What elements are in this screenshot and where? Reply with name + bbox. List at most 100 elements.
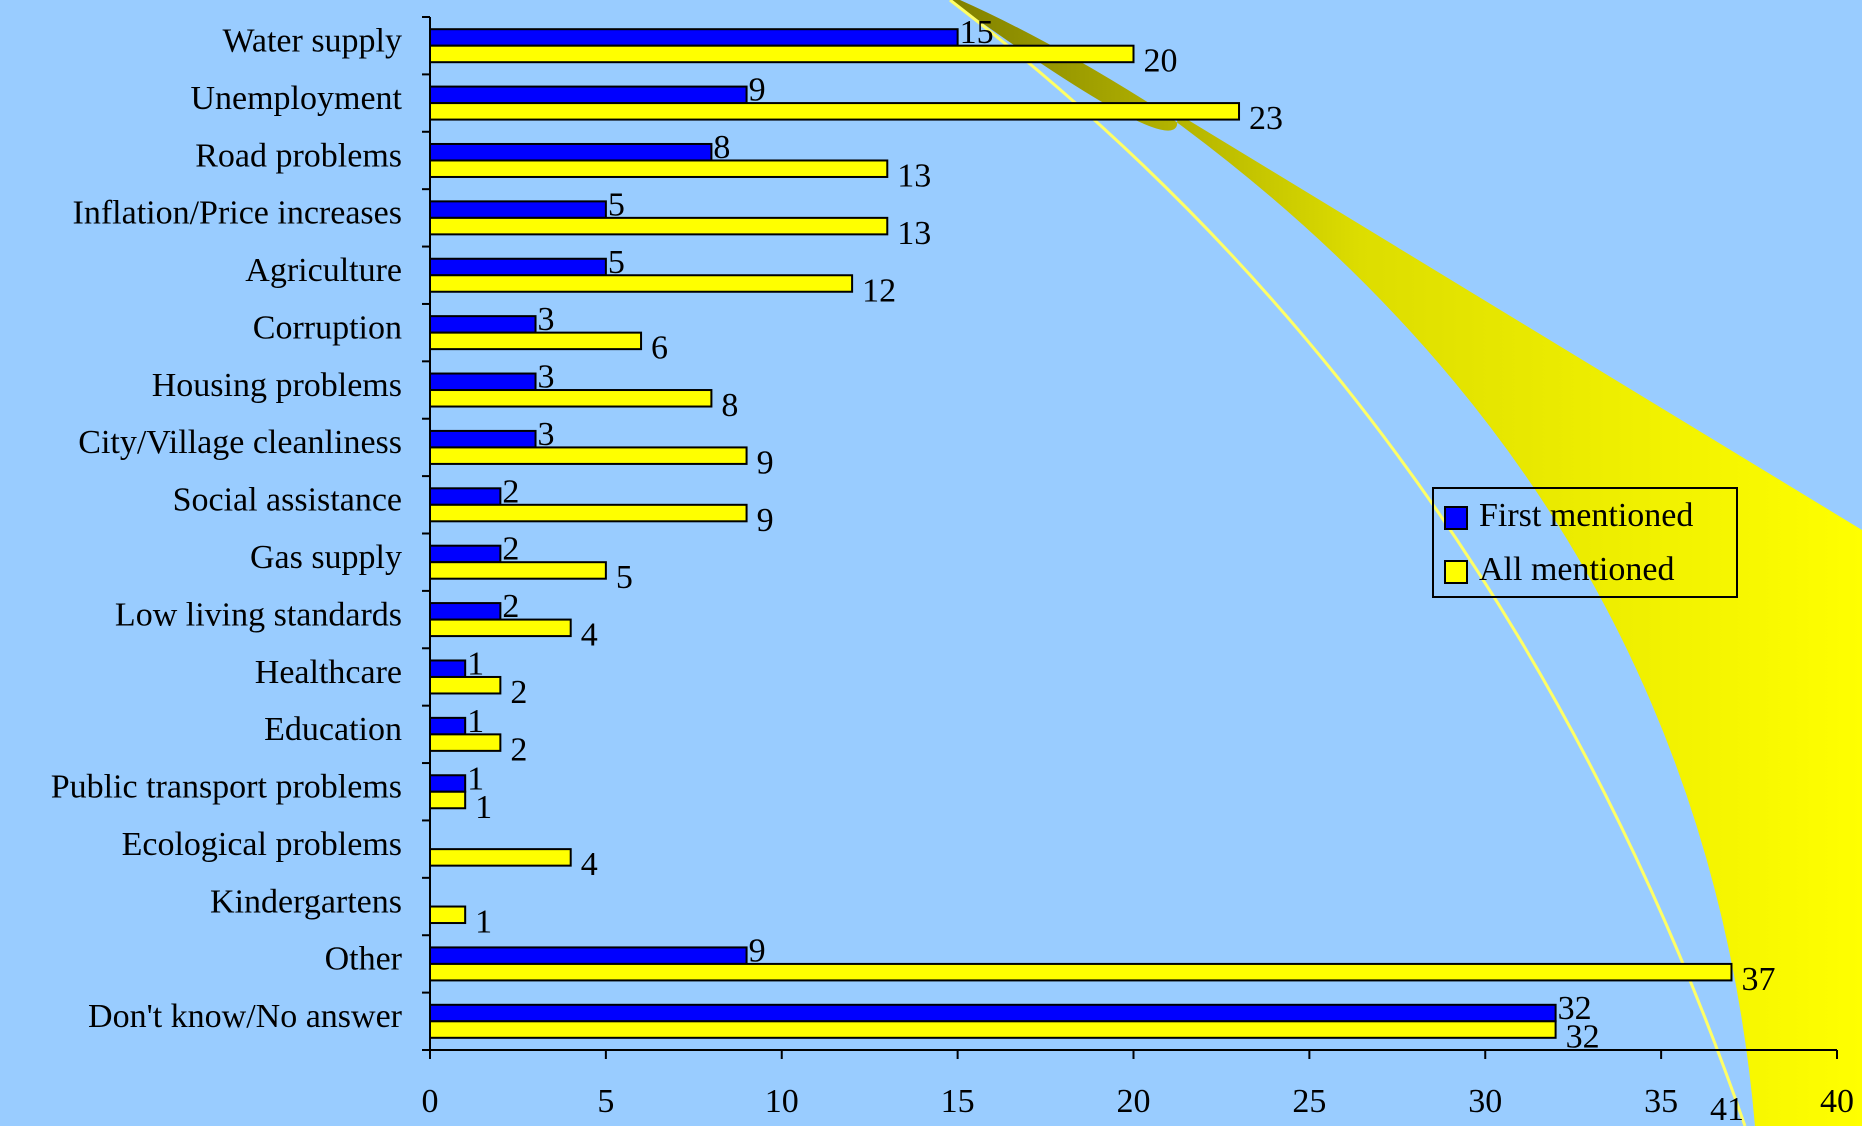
value-label: 32 — [1558, 990, 1592, 1027]
y-tick-label: City/Village cleanliness — [78, 424, 402, 461]
bar — [429, 159, 889, 178]
bar — [429, 544, 502, 564]
decorative-swoosh — [950, 0, 1862, 1126]
legend-swatch — [1444, 560, 1468, 584]
value-label: 1 — [467, 703, 484, 740]
decorative-curve — [949, 0, 1747, 1126]
value-label: 1 — [467, 646, 484, 683]
bar — [429, 216, 889, 236]
legend-box — [1432, 487, 1738, 598]
value-label: 5 — [608, 186, 625, 223]
y-tick-label: Social assistance — [173, 482, 402, 519]
bar — [429, 602, 502, 621]
annotation: 41 — [1710, 1091, 1744, 1126]
bar — [429, 675, 502, 695]
value-label: 9 — [749, 932, 766, 969]
bar — [429, 102, 1241, 121]
value-label: 4 — [581, 846, 598, 883]
bar — [429, 487, 502, 506]
bar — [429, 257, 607, 277]
value-label: 20 — [1144, 43, 1178, 80]
value-label: 13 — [897, 215, 931, 252]
value-label: 1 — [467, 760, 484, 797]
x-tick-label: 25 — [1292, 1083, 1326, 1120]
value-label: 5 — [616, 559, 633, 596]
x-tick-label: 20 — [1117, 1083, 1151, 1120]
value-label: 2 — [502, 531, 519, 568]
bar — [429, 1020, 1557, 1039]
x-tick-label: 0 — [422, 1083, 439, 1120]
value-label: 2 — [502, 588, 519, 625]
value-label: 12 — [862, 272, 896, 309]
legend-label: First mentioned — [1479, 497, 1693, 534]
y-tick-label: Road problems — [195, 137, 402, 174]
bar — [429, 315, 537, 334]
y-tick-label: Water supply — [223, 22, 403, 59]
y-tick-label: Agriculture — [245, 252, 402, 289]
bar — [429, 733, 502, 752]
bar — [429, 905, 467, 925]
y-tick-label: Kindergartens — [210, 883, 402, 920]
y-tick-label: Housing problems — [152, 367, 402, 404]
value-label: 2 — [502, 473, 519, 510]
x-tick-label: 40 — [1820, 1083, 1854, 1120]
bar — [429, 716, 467, 736]
y-tick-label: Ecological problems — [122, 826, 402, 863]
value-label: 2 — [510, 674, 527, 711]
value-label: 3 — [538, 359, 555, 396]
bar — [429, 44, 1135, 64]
bar — [429, 446, 748, 465]
legend-label: All mentioned — [1479, 551, 1674, 588]
value-label: 9 — [757, 444, 774, 481]
y-tick-label: Education — [264, 711, 402, 748]
value-label: 23 — [1249, 100, 1283, 137]
bar — [429, 142, 713, 162]
value-label: 3 — [538, 301, 555, 338]
y-tick-label: Healthcare — [255, 654, 402, 691]
bar — [429, 28, 959, 47]
bar — [429, 659, 467, 678]
y-tick-label: Other — [325, 941, 403, 978]
bar — [429, 962, 1733, 982]
y-tick-label: Don't know/No answer — [88, 998, 403, 1035]
x-tick-label: 5 — [597, 1083, 614, 1120]
bar — [429, 774, 467, 793]
bar — [429, 389, 713, 408]
x-tick-label: 35 — [1644, 1083, 1678, 1120]
bar — [429, 561, 607, 580]
legend-swatch — [1444, 506, 1468, 530]
bar — [429, 1003, 1557, 1023]
value-label: 3 — [538, 416, 555, 453]
value-label: 9 — [757, 502, 774, 539]
value-label: 13 — [897, 158, 931, 195]
bar — [429, 618, 572, 638]
x-tick-label: 15 — [941, 1083, 975, 1120]
y-tick-label: Corruption — [253, 309, 402, 346]
y-tick-label: Low living standards — [115, 596, 402, 633]
bar — [429, 503, 748, 523]
y-tick-label: Unemployment — [190, 80, 402, 117]
value-label: 4 — [581, 617, 598, 654]
x-tick-label: 30 — [1468, 1083, 1502, 1120]
bar — [429, 200, 607, 219]
value-label: 5 — [608, 244, 625, 281]
bar — [429, 372, 537, 392]
bar — [429, 848, 572, 867]
value-label: 8 — [713, 129, 730, 166]
bar — [429, 331, 643, 351]
value-label: 9 — [749, 72, 766, 109]
y-tick-label: Public transport problems — [51, 769, 402, 806]
bar — [429, 790, 467, 810]
bar — [429, 429, 537, 449]
bar — [429, 85, 748, 105]
value-label: 32 — [1566, 1018, 1600, 1055]
x-tick-label: 10 — [765, 1083, 799, 1120]
y-tick-label: Gas supply — [250, 539, 402, 576]
y-tick-label: Inflation/Price increases — [73, 195, 402, 232]
value-label: 1 — [475, 789, 492, 826]
bar — [429, 274, 854, 293]
value-label: 37 — [1741, 961, 1775, 998]
bar — [429, 946, 748, 965]
